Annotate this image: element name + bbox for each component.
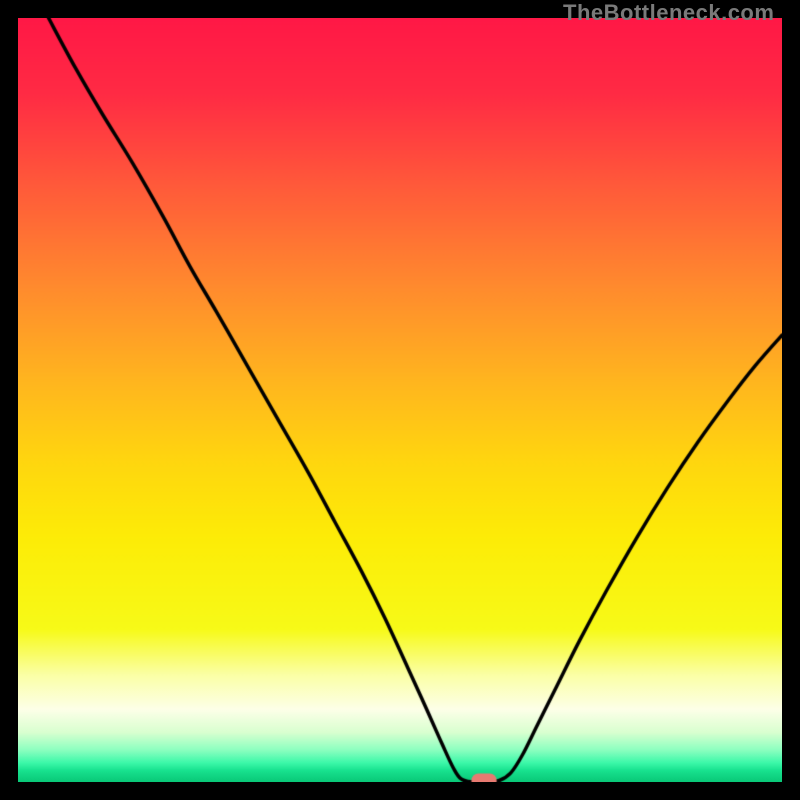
plot-area [18, 18, 782, 782]
watermark-text: TheBottleneck.com [563, 0, 774, 26]
chart-stage: TheBottleneck.com [0, 0, 800, 800]
bottleneck-curve-chart [18, 18, 782, 782]
